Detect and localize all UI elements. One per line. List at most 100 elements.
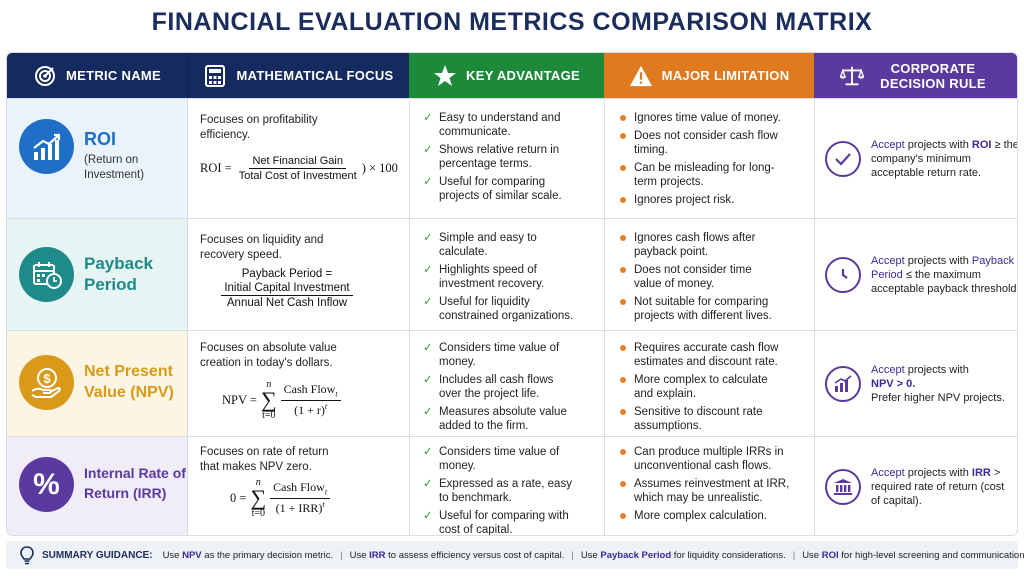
bullet-icon <box>620 133 626 139</box>
list-item: More complex calculation. <box>618 509 793 523</box>
checkmark-icon: ✓ <box>423 446 433 458</box>
dollar-hand-icon: $ <box>19 355 74 410</box>
formula: Payback Period = Initial Capital Investm… <box>212 267 362 309</box>
checkmark-icon: ✓ <box>423 478 433 490</box>
list-item: ✓ Useful for comparing with cost of capit… <box>423 510 569 536</box>
bullet-icon <box>620 299 626 305</box>
checkmark-icon <box>825 140 861 177</box>
list-item: ✓ Useful for comparing projects of simila… <box>423 176 562 202</box>
summary-item: Use ROI for high-level screening and com… <box>802 549 1024 561</box>
lightbulb-icon <box>18 545 36 565</box>
checkmark-icon: ✓ <box>423 232 433 244</box>
bullet-icon <box>620 449 626 455</box>
list-item: ✓ Easy to understand and communicate. <box>423 112 561 138</box>
checkmark-icon: ✓ <box>423 264 433 276</box>
advantage-list: ✓ Considers time value of money. ✓ Express… <box>423 445 573 536</box>
separator: | <box>792 549 796 561</box>
bar-chart-icon <box>825 365 861 402</box>
list-item: Ignores cash flows after payback point. <box>618 231 778 259</box>
list-item: Does not consider time value of money. <box>618 263 778 291</box>
limitation-cell: Requires accurate cash flow estimates an… <box>604 331 814 436</box>
limitation-cell: Ignores time value of money. Does not co… <box>604 99 814 218</box>
bullet-icon <box>620 377 626 383</box>
list-item: Does not consider cash flow timing. <box>618 129 783 157</box>
metric-name: Net Present Value (NPV) <box>84 363 174 401</box>
checkmark-icon: ✓ <box>423 296 433 308</box>
advantage-list: ✓ Considers time value of money. ✓ Include… <box>423 341 573 437</box>
svg-text:$: $ <box>43 371 51 386</box>
decision-rule: Accept projects with IRR > required rate… <box>825 437 1011 535</box>
checkmark-icon: ✓ <box>423 342 433 354</box>
decision-text: Accept projects with ROI ≥ the company's… <box>871 138 1018 179</box>
table-row-roi: ROI (Return on Investment) Focuses on pr… <box>7 98 1018 218</box>
checkmark-icon: ✓ <box>423 112 433 124</box>
decision-cell: Accept projects with NPV > 0. Prefer hig… <box>814 331 1017 436</box>
checkmark-icon: ✓ <box>423 406 433 418</box>
list-item: Can produce multiple IRRs in unconventio… <box>618 445 793 473</box>
decision-rule: Accept projects with NPV > 0. Prefer hig… <box>825 331 1017 436</box>
limitation-list: Ignores time value of money. Does not co… <box>618 111 783 211</box>
star-icon <box>433 64 457 88</box>
summary-item: Use NPV as the primary decision metric. <box>162 549 334 561</box>
checkmark-icon: ✓ <box>423 374 433 386</box>
separator: | <box>340 549 343 561</box>
bullet-icon <box>620 197 626 203</box>
list-item: Assumes reinvestment at IRR, which may b… <box>618 477 793 505</box>
list-item: ✓ Expressed as a rate, easy to benchmark. <box>423 478 572 504</box>
limitation-list: Ignores cash flows after payback point. … <box>618 231 778 327</box>
advantage-list: ✓ Simple and easy to calculate. ✓ Highligh… <box>423 231 588 327</box>
limitation-list: Requires accurate cash flow estimates an… <box>618 341 788 437</box>
list-item: More complex to calculate and explain. <box>618 373 788 401</box>
focus-text: Focuses on absolute value creation in to… <box>200 342 337 369</box>
metric-name: Payback Period <box>84 254 153 294</box>
metric-cell: $ Net Present Value (NPV) <box>7 331 187 436</box>
list-item: Sensitive to discount rate assumptions. <box>618 405 788 433</box>
bullet-icon <box>620 165 626 171</box>
advantage-list: ✓ Easy to understand and communicate. ✓ Sh… <box>423 111 568 207</box>
bank-icon <box>825 469 861 505</box>
list-item: ✓ Simple and easy to calculate. <box>423 232 537 258</box>
advantage-cell: ✓ Simple and easy to calculate. ✓ Highligh… <box>409 219 604 330</box>
header-major-limitation: MAJOR LIMITATION <box>604 53 814 98</box>
summary-item: Use IRR to assess efficiency versus cost… <box>349 549 565 561</box>
limitation-list: Can produce multiple IRRs in unconventio… <box>618 445 793 527</box>
list-item: Can be misleading for long-term projects… <box>618 161 783 189</box>
list-item: ✓ Considers time value of money. <box>423 342 560 368</box>
metric-cell: % Internal Rate of Return (IRR) <box>7 437 187 535</box>
focus-cell: Focuses on rate of return that makes NPV… <box>187 437 409 535</box>
bullet-icon <box>620 235 626 241</box>
list-item: ✓ Includes all cash flows over the projec… <box>423 374 554 400</box>
table-row-npv: $ Net Present Value (NPV) Focuses on abs… <box>7 330 1017 436</box>
focus-cell: Focuses on liquidity and recovery speed.… <box>187 219 409 330</box>
clock-icon <box>825 256 861 293</box>
summary-guidance: SUMMARY GUIDANCE: Use NPV as the primary… <box>6 541 1024 569</box>
list-item: Requires accurate cash flow estimates an… <box>618 341 788 369</box>
list-item: ✓ Useful for liquidity constrained organi… <box>423 296 574 322</box>
metric-name: ROI <box>84 129 117 149</box>
bullet-icon <box>620 345 626 351</box>
header-corporate-decision-rule: CORPORATE DECISION RULE <box>814 53 1017 98</box>
bullet-icon <box>620 115 626 121</box>
metric-subtitle: (Return on Investment) <box>84 154 145 181</box>
formula: ROI = Net Financial Gain Total Cost of I… <box>200 155 398 182</box>
limitation-cell: Can produce multiple IRRs in unconventio… <box>604 437 814 535</box>
target-icon <box>33 64 57 88</box>
separator: | <box>571 549 574 561</box>
bullet-icon <box>620 409 626 415</box>
advantage-cell: ✓ Easy to understand and communicate. ✓ Sh… <box>409 99 604 218</box>
decision-text: Accept projects with IRR > required rate… <box>871 467 1005 507</box>
limitation-cell: Ignores cash flows after payback point. … <box>604 219 814 330</box>
header-metric-name: METRIC NAME <box>7 53 187 98</box>
header-key-advantage: KEY ADVANTAGE <box>409 53 604 98</box>
list-item: ✓ Considers time value of money. <box>423 446 560 472</box>
metric-cell: Payback Period <box>7 219 187 330</box>
bullet-icon <box>620 267 626 273</box>
growth-chart-icon <box>19 119 74 174</box>
comparison-matrix: METRIC NAME MATHEMATICAL FOCUS KEY ADVAN… <box>6 52 1018 536</box>
focus-cell: Focuses on profitability efficiency. ROI… <box>187 99 409 218</box>
advantage-cell: ✓ Considers time value of money. ✓ Include… <box>409 331 604 436</box>
decision-rule: Accept projects with Payback Period ≤ th… <box>825 219 1017 330</box>
decision-text: Accept projects with NPV > 0. Prefer hig… <box>871 363 1005 404</box>
list-item: ✓ Shows relative return in percentage ter… <box>423 144 560 170</box>
bullet-icon <box>620 481 626 487</box>
